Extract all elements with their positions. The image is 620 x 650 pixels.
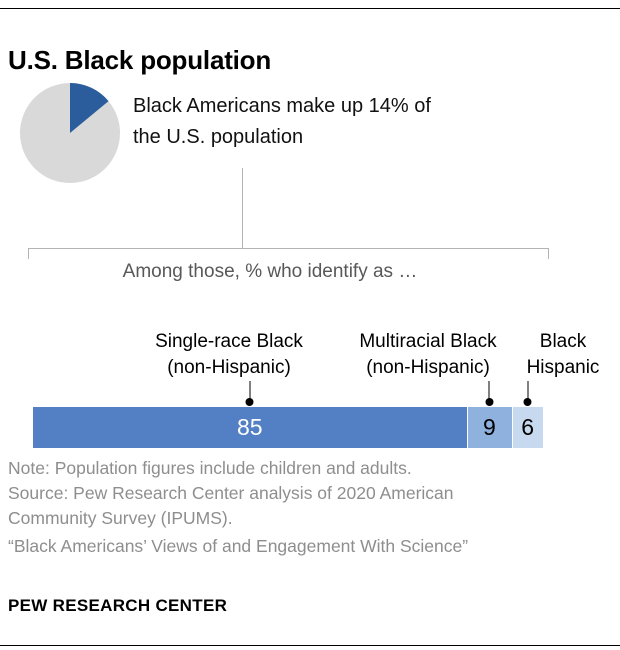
segment-label-line: (non-Hispanic): [366, 357, 490, 378]
leader-line: [245, 381, 254, 406]
pie-highlight-slice: [70, 83, 109, 133]
leader-dot: [245, 398, 254, 406]
leader-dot: [523, 398, 532, 406]
bar-value-label: 85: [236, 414, 263, 440]
connector-stem-line: [242, 168, 243, 248]
bar-value-label: 6: [521, 414, 535, 440]
overview-text: Black Americans make up 14% of the U.S. …: [133, 91, 431, 153]
leader-dot: [485, 398, 494, 406]
segment-label-line: Multiracial Black: [359, 331, 497, 352]
segment-label-black-hispanic: Black Hispanic: [521, 329, 605, 381]
stacked-bar: 85 9 6: [33, 407, 543, 448]
overview-text-line-2: the U.S. population: [133, 126, 304, 148]
segment-label-line: (non-Hispanic): [167, 357, 291, 378]
note-line: Note: Population figures include childre…: [8, 458, 412, 478]
page-title: U.S. Black population: [8, 45, 272, 76]
leader-line: [523, 381, 532, 406]
bar-segment-black-hispanic: 6: [512, 407, 543, 448]
segment-label-line: Black: [539, 331, 587, 352]
leader-line: [485, 381, 494, 406]
bar-value-label: 9: [483, 414, 496, 440]
bar-segment-single-race: 85: [33, 407, 467, 448]
chart-subtitle: Among those, % who identify as …: [122, 261, 418, 282]
segment-label-line: Hispanic: [526, 357, 600, 378]
segment-label-multiracial-black: Multiracial Black (non-Hispanic): [328, 329, 528, 381]
source-line-2: Community Survey (IPUMS).: [8, 508, 233, 528]
segment-label-single-race-black: Single-race Black (non-Hispanic): [99, 329, 359, 381]
footnotes: Note: Population figures include childre…: [8, 456, 468, 559]
bar-segment-multiracial: 9: [466, 407, 513, 448]
source-line-1: Source: Pew Research Center analysis of …: [8, 483, 454, 503]
overview-text-line-1: Black Americans make up 14% of: [133, 95, 431, 117]
pew-research-center-wordmark: PEW RESEARCH CENTER: [8, 596, 228, 615]
top-rule: [0, 8, 620, 9]
bottom-rule: [0, 645, 620, 646]
segment-label-line: Single-race Black: [155, 331, 303, 352]
pie-chart-icon: [20, 83, 120, 183]
report-title-line: “Black Americans’ Views of and Engagemen…: [8, 536, 469, 556]
connector-bracket: [28, 248, 549, 259]
